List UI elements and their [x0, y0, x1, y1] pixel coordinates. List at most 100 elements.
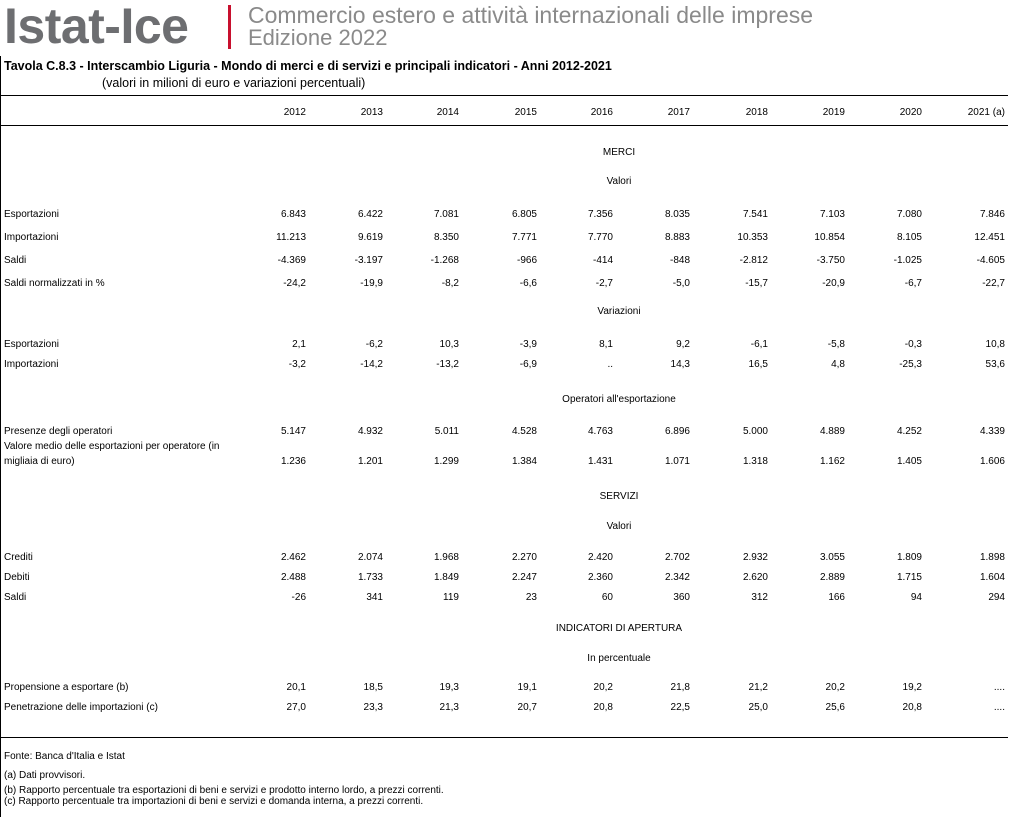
table-cell: 20,2 — [593, 682, 613, 693]
table-cell: 2.462 — [280, 552, 306, 563]
table-cell: 8.035 — [664, 209, 690, 220]
table-cell: 14,3 — [670, 359, 690, 370]
table-cell: -14,2 — [360, 359, 383, 370]
table-cell: 8.883 — [664, 232, 690, 243]
table-bottom-rule — [0, 737, 1008, 738]
table-cell: -6,6 — [519, 278, 537, 289]
table-cell: 21,3 — [439, 702, 459, 713]
table-cell: 2.420 — [587, 552, 613, 563]
section-label: Variazioni — [597, 306, 641, 317]
table-cell: 119 — [443, 592, 459, 603]
source-note: Fonte: Banca d'Italia e Istat — [4, 751, 125, 762]
row-label: Crediti — [4, 552, 33, 563]
footnote-b: (b) Rapporto percentuale tra esportazion… — [4, 785, 444, 796]
table-cell: -4.369 — [277, 255, 306, 266]
year-header-cell: 2020 — [899, 107, 922, 118]
table-cell: 2.702 — [664, 552, 690, 563]
table-cell: 166 — [828, 592, 845, 603]
footnote-c: (c) Rapporto percentuale tra importazion… — [4, 796, 424, 807]
table-cell: 5.000 — [742, 426, 768, 437]
table-cell: 20,1 — [286, 682, 306, 693]
table-cell: 60 — [601, 592, 613, 603]
row-label: Esportazioni — [4, 339, 60, 350]
table-cell: 1.968 — [433, 552, 459, 563]
row-label: Saldi — [4, 255, 27, 266]
table-cell: 1.405 — [896, 456, 922, 467]
table-cell: 25,0 — [748, 702, 768, 713]
table-cell: 53,6 — [985, 359, 1005, 370]
table-cell: 10,3 — [439, 339, 459, 350]
year-header-cell: 2018 — [745, 107, 768, 118]
row-label: Propensione a esportare (b) — [4, 682, 129, 693]
table-cell: 20,2 — [825, 682, 845, 693]
table-title: Tavola C.8.3 - Interscambio Liguria - Mo… — [4, 59, 612, 73]
row-label: Presenze degli operatori — [4, 426, 113, 437]
table-cell: 20,7 — [517, 702, 537, 713]
table-cell: 4.252 — [896, 426, 922, 437]
table-cell: -3.197 — [354, 255, 383, 266]
table-cell: 20,8 — [902, 702, 922, 713]
table-cell: 10.353 — [737, 232, 768, 243]
table-cell: 10.854 — [814, 232, 845, 243]
table-cell: 9.619 — [357, 232, 383, 243]
table-cell: 1.431 — [587, 456, 613, 467]
table-cell: 19,2 — [902, 682, 922, 693]
table-cell: 7.356 — [587, 209, 613, 220]
year-header-cell: 2016 — [590, 107, 613, 118]
table-cell: 1.071 — [664, 456, 690, 467]
table-cell: -25,3 — [899, 359, 922, 370]
table-cell: 4,8 — [831, 359, 845, 370]
table-cell: 4.889 — [819, 426, 845, 437]
table-cell: .... — [993, 682, 1005, 693]
table-cell: -6,1 — [750, 339, 768, 350]
table-cell: -2.812 — [739, 255, 768, 266]
table-cell: 1.809 — [896, 552, 922, 563]
report-header: Istat-Ice Commercio estero e attività in… — [0, 0, 1026, 56]
table-cell: 6.843 — [280, 209, 306, 220]
section-label: INDICATORI DI APERTURA — [555, 623, 683, 634]
table-cell: 4.932 — [357, 426, 383, 437]
section-label: MERCI — [602, 147, 636, 158]
table-cell: 1.201 — [357, 456, 383, 467]
row-label: Debiti — [4, 572, 30, 583]
row-label-continued: migliaia di euro) — [4, 456, 75, 467]
year-header-cell: 2013 — [360, 107, 383, 118]
year-header-cell: 2019 — [822, 107, 845, 118]
table-cell: 1.849 — [433, 572, 459, 583]
table-cell: -848 — [669, 255, 690, 266]
table-cell: 4.528 — [511, 426, 537, 437]
table-cell: -24,2 — [283, 278, 306, 289]
table-cell: 1.318 — [742, 456, 768, 467]
table-cell: -20,9 — [822, 278, 845, 289]
table-cell: -1.025 — [893, 255, 922, 266]
table-cell: 6.896 — [664, 426, 690, 437]
year-header-cell: 2014 — [436, 107, 459, 118]
table-cell: -6,7 — [904, 278, 922, 289]
table-cell: -2,7 — [595, 278, 613, 289]
table-cell: -13,2 — [436, 359, 459, 370]
table-cell: 312 — [751, 592, 768, 603]
table-cell: 21,2 — [748, 682, 768, 693]
table-cell: 23,3 — [363, 702, 383, 713]
table-cell: -5,0 — [672, 278, 690, 289]
table-cell: 1.236 — [280, 456, 306, 467]
table-cell: 7.846 — [979, 209, 1005, 220]
table-cell: 16,5 — [748, 359, 768, 370]
table-cell: 19,1 — [517, 682, 537, 693]
table-cell: 27,0 — [286, 702, 306, 713]
table-cell: -19,9 — [360, 278, 383, 289]
table-cell: 10,8 — [985, 339, 1005, 350]
table-cell: 1.604 — [979, 572, 1005, 583]
table-cell: .. — [607, 359, 613, 370]
left-border — [0, 56, 1, 817]
table-cell: -6,2 — [365, 339, 383, 350]
table-cell: 7.770 — [587, 232, 613, 243]
table-cell: 7.103 — [819, 209, 845, 220]
table-cell: 11.213 — [276, 232, 306, 243]
table-cell: -414 — [592, 255, 613, 266]
row-label: Penetrazione delle importazioni (c) — [4, 702, 158, 713]
row-label: Importazioni — [4, 232, 59, 243]
table-cell: 8.350 — [433, 232, 459, 243]
report-subtitle: Commercio estero e attività internaziona… — [248, 2, 814, 28]
table-cell: .... — [993, 702, 1005, 713]
